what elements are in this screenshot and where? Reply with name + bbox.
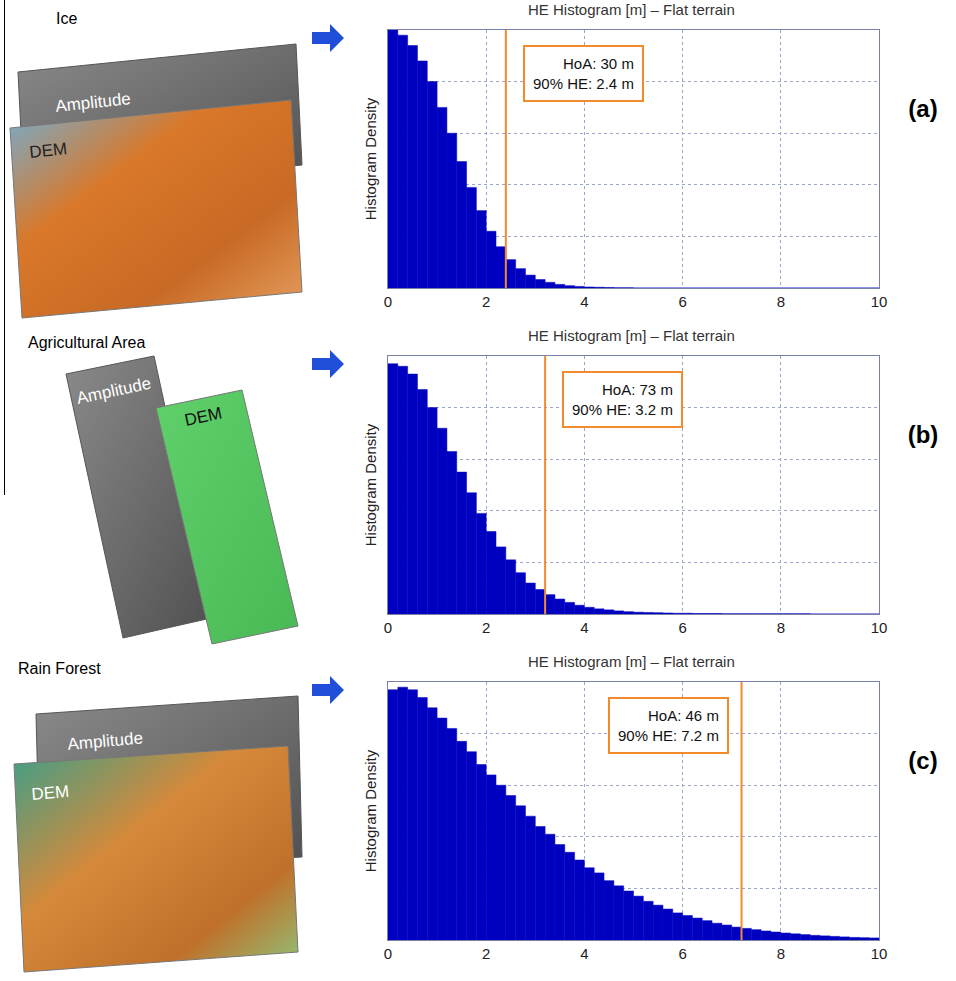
- svg-text:0: 0: [384, 293, 392, 310]
- svg-text:10: 10: [871, 619, 888, 636]
- svg-text:HoA: 30 m90% HE: 2.4 m: HoA: 30 m90% HE: 2.4 m: [533, 55, 634, 92]
- svg-text:DEM: DEM: [31, 782, 70, 804]
- svg-text:Rain Forest: Rain Forest: [18, 660, 101, 677]
- svg-text:DEM: DEM: [183, 403, 224, 429]
- svg-text:Histogram Density: Histogram Density: [362, 97, 379, 220]
- svg-text:2: 2: [482, 293, 490, 310]
- svg-text:10: 10: [871, 945, 888, 962]
- svg-text:8: 8: [777, 619, 785, 636]
- svg-text:2: 2: [482, 945, 490, 962]
- svg-text:Histogram Density: Histogram Density: [362, 423, 379, 546]
- svg-text:2: 2: [482, 619, 490, 636]
- svg-text:6: 6: [678, 293, 686, 310]
- svg-text:HE Histogram [m] – Flat terrai: HE Histogram [m] – Flat terrain: [528, 653, 735, 670]
- svg-text:HE Histogram [m] – Flat terrai: HE Histogram [m] – Flat terrain: [528, 1, 735, 18]
- svg-text:8: 8: [777, 945, 785, 962]
- svg-text:Amplitude: Amplitude: [75, 374, 153, 408]
- svg-text:0: 0: [384, 945, 392, 962]
- html-text:(c): (c): [908, 747, 938, 774]
- svg-text:Amplitude: Amplitude: [67, 728, 144, 754]
- svg-text:4: 4: [580, 293, 588, 310]
- svg-text:HoA: 73 m90% HE: 3.2 m: HoA: 73 m90% HE: 3.2 m: [572, 381, 673, 418]
- svg-text:Agricultural Area: Agricultural Area: [28, 334, 145, 351]
- svg-text:10: 10: [871, 293, 888, 310]
- svg-text:8: 8: [777, 293, 785, 310]
- svg-text:Ice: Ice: [56, 10, 77, 27]
- svg-text:4: 4: [580, 945, 588, 962]
- html-text:(b): (b): [907, 421, 939, 448]
- svg-text:Amplitude: Amplitude: [54, 89, 131, 116]
- html-text:(a): (a): [908, 95, 938, 122]
- svg-text:4: 4: [580, 619, 588, 636]
- svg-text:6: 6: [678, 945, 686, 962]
- svg-text:6: 6: [678, 619, 686, 636]
- svg-text:HE Histogram [m] – Flat terrai: HE Histogram [m] – Flat terrain: [528, 327, 735, 344]
- svg-text:0: 0: [384, 619, 392, 636]
- svg-text:HoA: 46 m90% HE: 7.2 m: HoA: 46 m90% HE: 7.2 m: [618, 707, 719, 744]
- svg-text:Histogram Density: Histogram Density: [362, 749, 379, 872]
- svg-text:DEM: DEM: [28, 139, 68, 162]
